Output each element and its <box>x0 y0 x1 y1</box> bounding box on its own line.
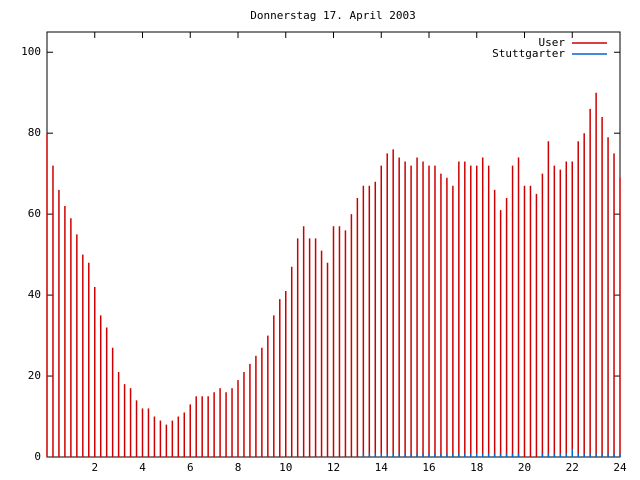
x-tick-label: 12 <box>327 461 340 474</box>
x-tick-label: 20 <box>518 461 531 474</box>
x-tick-label: 8 <box>235 461 242 474</box>
legend-label: User <box>539 36 566 49</box>
y-tick-label: 60 <box>28 207 41 220</box>
y-tick-label: 80 <box>28 126 41 139</box>
chart-title: Donnerstag 17. April 2003 <box>250 9 416 22</box>
x-tick-label: 24 <box>613 461 627 474</box>
x-tick-label: 4 <box>139 461 146 474</box>
y-tick-label: 40 <box>28 288 41 301</box>
x-tick-label: 16 <box>422 461 435 474</box>
x-tick-label: 6 <box>187 461 194 474</box>
x-tick-label: 18 <box>470 461 483 474</box>
legend-label: Stuttgarter <box>492 47 565 60</box>
x-tick-label: 22 <box>566 461 579 474</box>
y-tick-label: 20 <box>28 369 41 382</box>
x-tick-label: 2 <box>91 461 98 474</box>
y-tick-label: 0 <box>34 450 41 463</box>
y-tick-label: 100 <box>21 45 41 58</box>
x-tick-label: 14 <box>375 461 389 474</box>
x-tick-label: 10 <box>279 461 292 474</box>
